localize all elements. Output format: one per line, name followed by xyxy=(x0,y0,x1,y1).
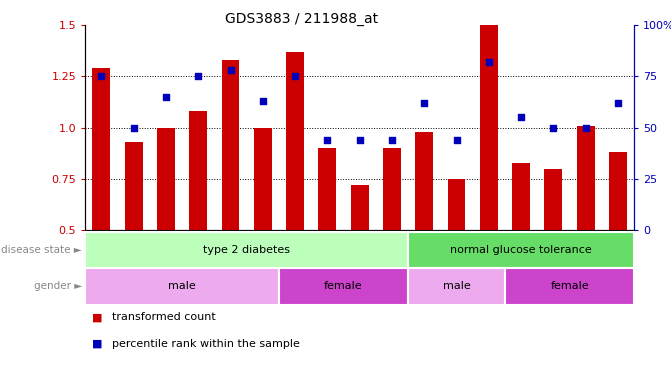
Text: transformed count: transformed count xyxy=(112,312,216,322)
Point xyxy=(548,124,559,131)
Text: type 2 diabetes: type 2 diabetes xyxy=(203,245,290,255)
Point xyxy=(258,98,268,104)
Bar xyxy=(480,25,498,230)
Bar xyxy=(125,142,142,230)
Point xyxy=(419,100,429,106)
Bar xyxy=(157,127,175,230)
Bar xyxy=(189,111,207,230)
Point xyxy=(354,137,365,143)
Bar xyxy=(512,162,530,230)
Bar xyxy=(85,232,408,268)
Text: normal glucose tolerance: normal glucose tolerance xyxy=(450,245,592,255)
Point xyxy=(96,73,107,79)
Bar xyxy=(85,268,279,305)
Text: female: female xyxy=(324,281,363,291)
Text: male: male xyxy=(168,281,196,291)
Point xyxy=(290,73,301,79)
Bar xyxy=(254,127,272,230)
Point xyxy=(160,94,171,100)
Point xyxy=(225,67,236,73)
Bar xyxy=(415,132,433,230)
Point xyxy=(580,124,591,131)
Text: ■: ■ xyxy=(92,312,103,322)
Bar xyxy=(279,268,408,305)
Point xyxy=(516,114,527,121)
Bar xyxy=(319,148,336,230)
Bar xyxy=(351,185,368,230)
Text: male: male xyxy=(443,281,470,291)
Bar xyxy=(408,268,505,305)
Bar xyxy=(287,52,304,230)
Point xyxy=(386,137,397,143)
Bar xyxy=(577,126,595,230)
Bar xyxy=(383,148,401,230)
Text: gender ►: gender ► xyxy=(34,281,82,291)
Text: GDS3883 / 211988_at: GDS3883 / 211988_at xyxy=(225,12,378,26)
Bar xyxy=(408,232,634,268)
Bar xyxy=(448,179,466,230)
Bar xyxy=(505,268,634,305)
Point xyxy=(483,59,494,65)
Bar xyxy=(544,169,562,230)
Bar xyxy=(93,68,110,230)
Text: female: female xyxy=(550,281,589,291)
Bar xyxy=(609,152,627,230)
Point xyxy=(613,100,623,106)
Text: ■: ■ xyxy=(92,339,103,349)
Text: disease state ►: disease state ► xyxy=(1,245,82,255)
Point xyxy=(128,124,139,131)
Bar xyxy=(221,60,240,230)
Point xyxy=(451,137,462,143)
Point xyxy=(322,137,333,143)
Text: percentile rank within the sample: percentile rank within the sample xyxy=(112,339,300,349)
Point xyxy=(193,73,203,79)
